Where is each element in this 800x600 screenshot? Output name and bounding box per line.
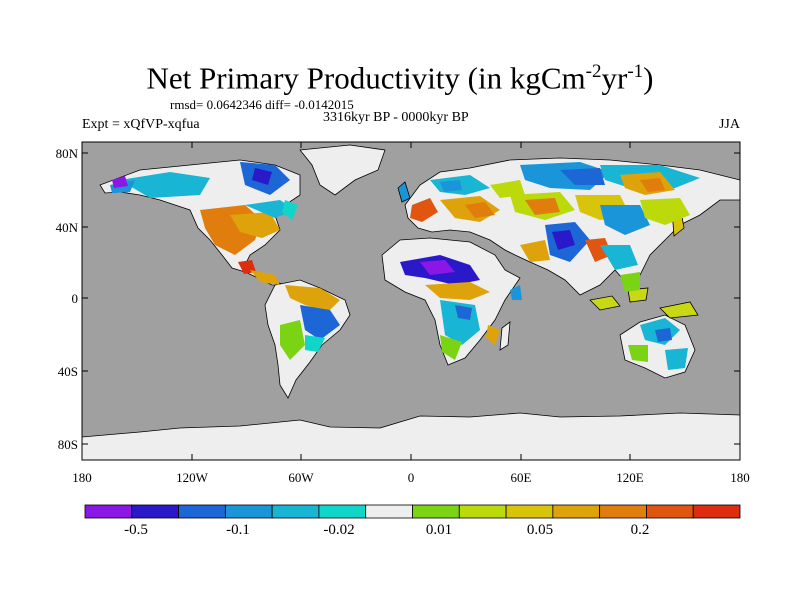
axis-ticks [82,142,740,460]
colorbar-label: 0.2 [630,522,650,538]
lon-label-120e: 120E [616,470,644,485]
lon-label-180w: 180 [72,470,92,485]
lon-label-120w: 120W [176,470,208,485]
colorbar-swatch [412,504,460,519]
colorbar-swatch [365,504,413,519]
lat-label-80s: 80S [57,437,78,452]
colorbar-label: 0.05 [526,522,554,538]
lat-label-40n: 40N [55,220,78,235]
colorbar-swatch [84,504,133,519]
map-title: Net Primary Productivity (in kgCm-2yr-1) [146,60,654,96]
colorbar-swatch [271,504,320,519]
colorbar-swatch [178,504,226,519]
colorbar-swatch [646,504,694,519]
lat-label-40s: 40S [57,364,78,379]
colorbar-label: 0.01 [425,522,453,538]
stats-line: rmsd= 0.0642346 diff= -0.0142015 [170,97,354,112]
lat-label-80n: 80N [55,146,78,161]
colorbar-swatch [224,504,273,519]
lon-label-0: 0 [407,470,415,485]
britain [397,181,411,203]
colorbar-swatch [131,504,179,519]
lon-label-60e: 60E [510,470,532,485]
colorbar-swatch [552,504,601,519]
season-label: JJA [718,117,740,132]
period-label: 3316kyr BP - 0000kyr BP [323,110,469,125]
colorbar-swatch [318,504,367,519]
anomaly-patches [110,162,700,370]
antarctica [82,412,740,460]
lat-label-0: 0 [71,291,79,306]
experiment-label: Expt = xQfVP-xqfua [82,117,200,132]
colorbar-label: -0.1 [226,522,250,538]
lon-label-180e: 180 [730,470,750,485]
colorbar [84,504,741,519]
colorbar-label: -0.5 [124,522,148,538]
colorbar-swatch [692,504,741,519]
indonesia [589,287,699,319]
greenland [299,144,386,196]
lon-label-60w: 60W [288,470,314,485]
colorbar-swatch [599,504,647,519]
colorbar-label: -0.02 [323,522,355,538]
colorbar-swatch [458,504,507,519]
colorbar-swatch [505,504,554,519]
madagascar [499,321,511,351]
